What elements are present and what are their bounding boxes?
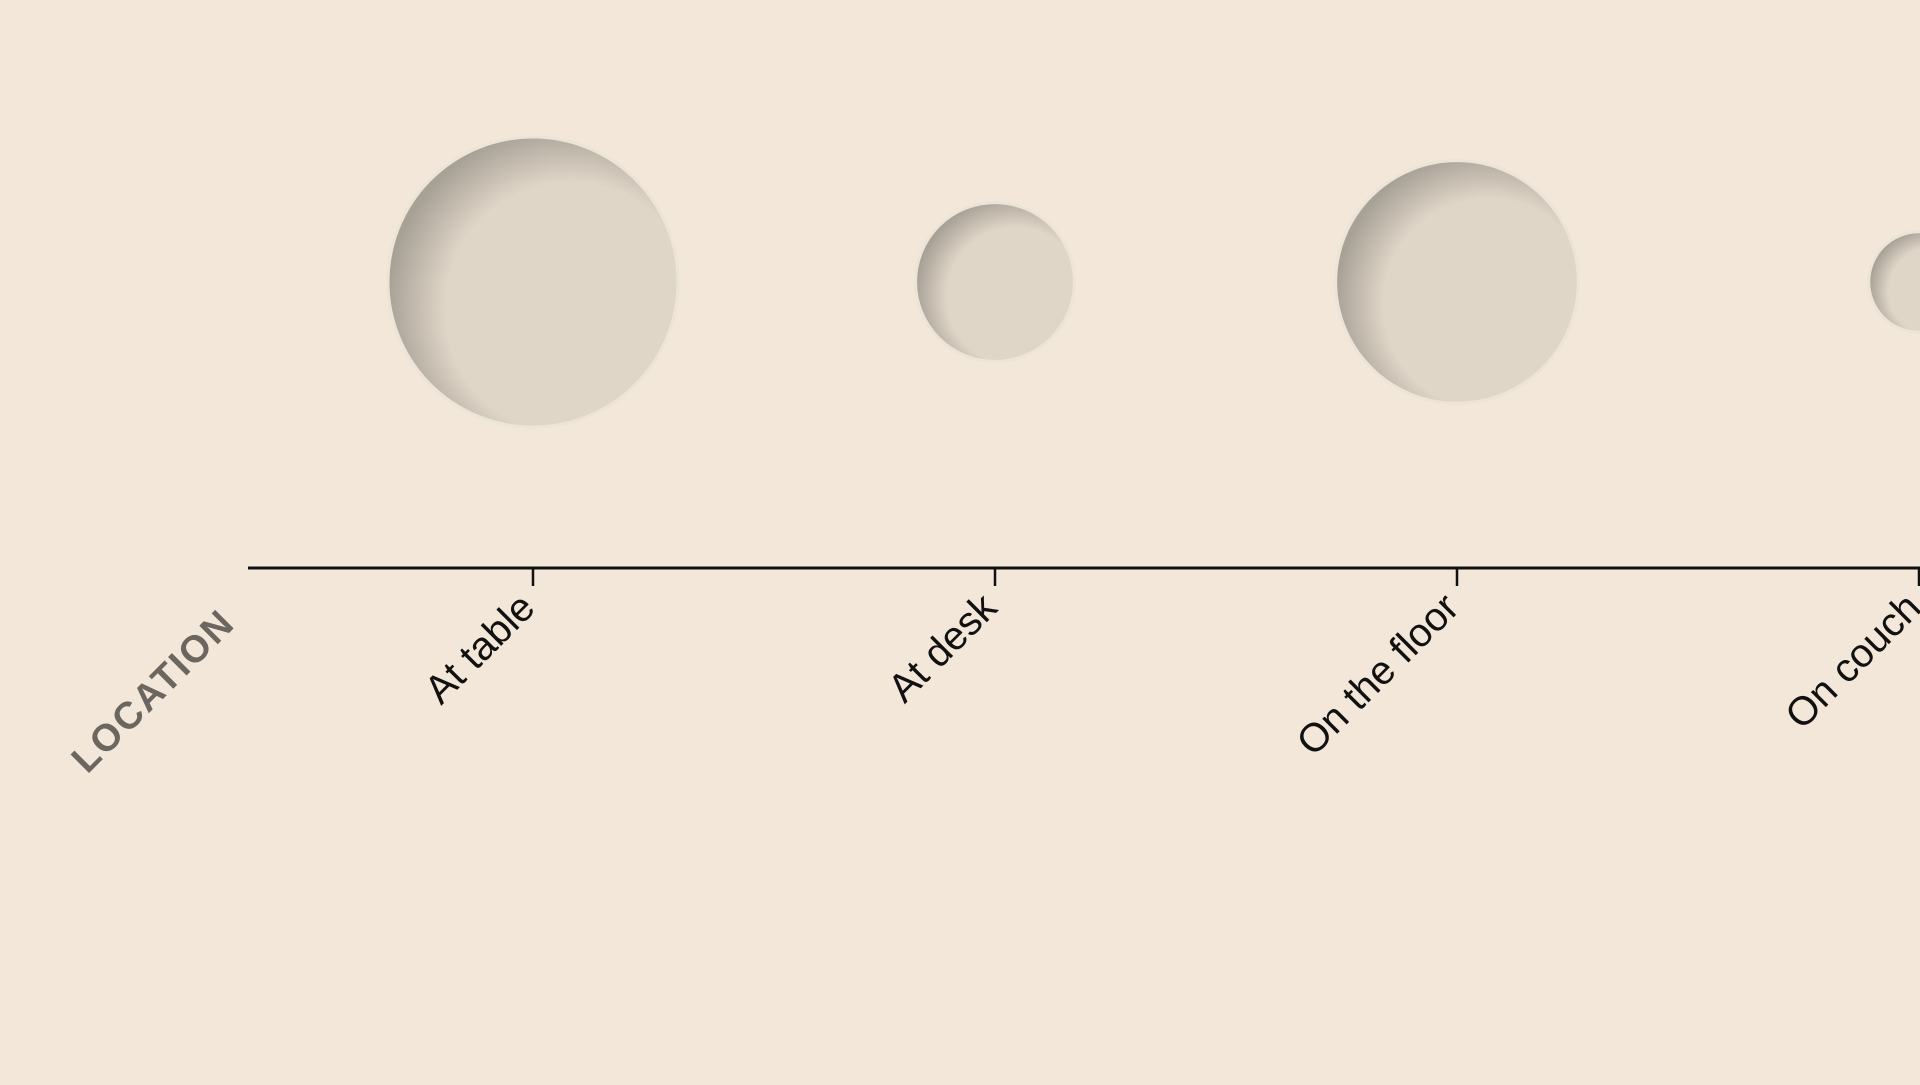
tick-label-at-desk: At desk xyxy=(880,585,1006,711)
bubble-layer xyxy=(386,135,1920,429)
bubble-on-couch xyxy=(1867,230,1920,334)
x-axis-title: LOCATION xyxy=(64,602,243,781)
bubble-on-the-floor xyxy=(1334,159,1580,405)
tick-label-at-table: At table xyxy=(416,585,543,712)
bubble-at-desk xyxy=(914,201,1076,363)
tick-label-on-couch: On couch xyxy=(1777,585,1920,737)
tick-layer xyxy=(531,568,1920,586)
tick-label-layer: At table At desk On the floor On couch xyxy=(416,585,1920,765)
tick-label-on-the-floor: On the floor xyxy=(1288,585,1467,764)
bubble-at-table xyxy=(386,135,680,429)
